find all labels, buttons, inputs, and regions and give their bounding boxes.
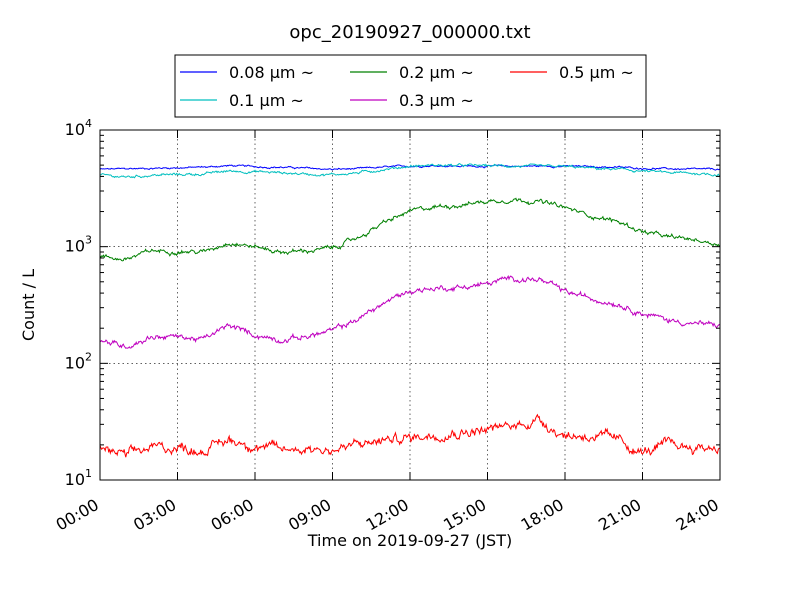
x-tick-labels: 00:00 03:00 06:00 09:00 12:00 15:00 18:00 21:00… bbox=[53, 495, 722, 535]
x-axis-label: Time on 2019-09-27 (JST) bbox=[307, 531, 512, 550]
y-tick-exponent: 3 bbox=[85, 234, 92, 247]
y-tick-label: 103 bbox=[65, 234, 92, 256]
series-line-3 bbox=[99, 274, 721, 349]
x-tick-label: 09:00 bbox=[285, 495, 334, 535]
y-axis-label: Count / L bbox=[19, 269, 38, 341]
x-tick-label: 15:00 bbox=[440, 495, 489, 535]
legend-label-2: 0.2 µm ~ bbox=[399, 63, 474, 82]
x-tick-label: 12:00 bbox=[363, 495, 412, 535]
y-tick-base: 10 bbox=[65, 470, 85, 489]
series-line-2 bbox=[99, 197, 721, 262]
y-tick-base: 10 bbox=[65, 120, 85, 139]
series-line-1 bbox=[99, 162, 721, 179]
legend-label-1: 0.1 µm ~ bbox=[229, 91, 304, 110]
x-tick-label: 18:00 bbox=[518, 495, 567, 535]
y-tick-base: 10 bbox=[65, 237, 85, 256]
legend: 0.08 µm ~ 0.1 µm ~ 0.2 µm ~ 0.3 µm ~ 0.5 µm … bbox=[174, 54, 647, 118]
chart-title: opc_20190927_000000.txt bbox=[289, 22, 530, 43]
legend-label-3: 0.3 µm ~ bbox=[399, 91, 474, 110]
y-tick-exponent: 1 bbox=[85, 467, 92, 480]
legend-box bbox=[174, 54, 647, 118]
legend-label-4: 0.5 µm ~ bbox=[559, 63, 634, 82]
x-tick-label: 24:00 bbox=[673, 495, 722, 535]
x-tick-label: 00:00 bbox=[53, 495, 102, 535]
x-tick-label: 06:00 bbox=[208, 495, 257, 535]
y-tick-label: 104 bbox=[65, 117, 92, 139]
y-tick-exponent: 2 bbox=[85, 350, 92, 363]
x-tick-label: 03:00 bbox=[130, 495, 179, 535]
y-tick-label: 102 bbox=[65, 350, 92, 372]
legend-label-0: 0.08 µm ~ bbox=[229, 63, 314, 82]
x-tick-label: 21:00 bbox=[595, 495, 644, 535]
series-line-4 bbox=[99, 413, 721, 458]
plot-series bbox=[99, 162, 721, 458]
y-tick-base: 10 bbox=[65, 353, 85, 372]
y-tick-label: 101 bbox=[65, 467, 92, 489]
grid-lines bbox=[99, 129, 721, 481]
axis-ticks bbox=[99, 129, 721, 481]
y-tick-exponent: 4 bbox=[85, 117, 92, 130]
